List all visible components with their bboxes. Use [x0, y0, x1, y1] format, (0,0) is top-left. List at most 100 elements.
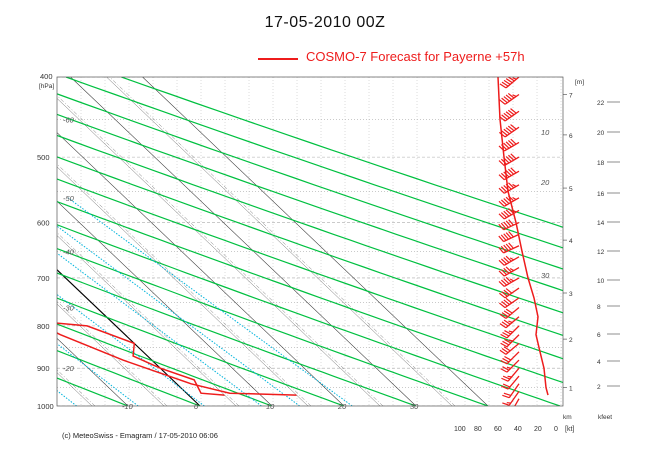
mixing-ratio-line	[0, 198, 19, 406]
wind-barb-feather	[508, 195, 515, 202]
height-tick-label-m: 1	[569, 386, 573, 393]
wind-barb-feather	[505, 196, 512, 203]
dry-adiabat-line	[57, 156, 563, 337]
wind-barb-feather	[500, 269, 508, 276]
wind-barb-feather	[506, 366, 511, 369]
wind-barb-feather	[500, 258, 508, 265]
wind-barb-staff	[506, 351, 520, 365]
isotherm-label-left: -30	[63, 303, 75, 312]
temperature-tick-label: -10	[122, 402, 134, 411]
wind-barb-feather	[503, 257, 510, 264]
pressure-tick-label: 1000	[37, 402, 54, 411]
chart-title: 17-05-2010 00Z	[264, 14, 386, 31]
wind-barb-feather	[503, 267, 510, 274]
height-tick-label-kfeet: 4	[597, 359, 601, 366]
height-tick-label-kfeet: 18	[597, 160, 605, 167]
wind-barb-feather	[501, 385, 509, 390]
adiabat-label: 30	[541, 271, 550, 280]
wind-barb-feather	[505, 209, 512, 216]
wind-barb-feather	[505, 156, 512, 162]
dry-adiabat-line	[57, 93, 563, 270]
wind-barb-feather	[505, 266, 512, 273]
mixing-ratio-line	[57, 293, 205, 406]
wind-barb-feather	[505, 297, 513, 304]
wind-barb-feather	[498, 213, 505, 220]
moist-adiabat-line	[57, 95, 384, 406]
wind-barb-staff	[503, 197, 520, 207]
wind-barb-feather	[512, 209, 517, 213]
wind-barb-feather	[507, 375, 512, 378]
wind-barb-feather	[508, 182, 515, 189]
dry-adiabat-line	[65, 77, 563, 249]
height-tick-label-kfeet: 10	[597, 278, 605, 285]
plot-frame	[56, 76, 564, 407]
wind-barb-feather	[503, 392, 512, 397]
wind-barb-feather	[512, 183, 517, 187]
wind-barb-feather	[500, 186, 508, 193]
height-tick-label-kfeet: 2	[597, 384, 601, 391]
wind-barb-feather	[500, 359, 508, 365]
wind-barb-feather	[507, 92, 515, 99]
wind-barb-feather	[501, 301, 508, 307]
wind-barb-feather	[502, 383, 511, 388]
wind-axis-km-label: km	[563, 414, 572, 421]
wind-barb-staff	[503, 245, 520, 254]
pressure-tick-label: 400	[40, 72, 53, 81]
wind-barb-feather	[512, 94, 517, 98]
plot-area	[0, 77, 563, 406]
wind-barb-feather	[507, 125, 515, 132]
wind-barb-staff	[514, 398, 520, 406]
wind-barb-feather	[503, 310, 511, 316]
wind-barb-feather	[505, 111, 513, 117]
wind-barb-feather	[504, 338, 512, 344]
wind-barb-staff	[505, 316, 520, 329]
mixing-ratio-line	[57, 252, 262, 406]
dry-adiabat-line	[57, 224, 561, 406]
footer-credit: (c) MeteoSwiss - Emagram / 17-05-2010 06…	[62, 431, 218, 440]
wind-barb-feather	[508, 339, 513, 342]
isotherm-line	[57, 303, 165, 406]
wind-barb-feather	[498, 270, 505, 277]
wind-barb-staff	[506, 325, 520, 339]
wind-barb-feather	[498, 247, 505, 254]
wind-barb-feather	[503, 79, 511, 85]
wind-axis-tick-label: 0	[554, 426, 558, 433]
dry-adiabat-line	[0, 77, 56, 406]
dewpoint-line	[57, 322, 225, 396]
wind-barb-feather	[505, 276, 512, 283]
wind-barb-feather	[501, 312, 509, 318]
wind-barb-staff	[504, 126, 520, 138]
isotherm-label-left: -60	[63, 115, 75, 124]
wind-barb-feather	[498, 280, 505, 287]
isotherm-label-left: -20	[63, 364, 75, 373]
wind-barb-staff	[504, 110, 520, 122]
wind-barb-feather	[505, 170, 512, 177]
pressure-tick-label: 500	[37, 153, 50, 162]
pressure-unit-label: [hPa]	[39, 83, 54, 90]
wind-barb-feather	[503, 289, 510, 296]
wind-barb-feather	[510, 108, 517, 114]
wind-axis-tick-label: 80	[474, 426, 482, 433]
dry-adiabat-line	[57, 349, 201, 406]
wind-barb-feather	[500, 212, 508, 218]
wind-barb-feather	[505, 288, 513, 294]
height-tick-label-m: 7	[569, 93, 573, 100]
wind-barb-feather	[498, 200, 505, 207]
wind-axis-tick-label: 40	[514, 426, 522, 433]
wind-barb-feather	[505, 243, 512, 250]
wind-barb-feather	[504, 330, 512, 335]
wind-barb-feather	[500, 279, 508, 286]
wind-barb-feather	[505, 183, 512, 190]
wind-barb-feather	[509, 278, 514, 282]
wind-barb-feather	[510, 153, 517, 160]
wind-barb-feather	[503, 221, 509, 228]
wind-barb-feather	[501, 321, 509, 327]
mixing-ratio-line	[67, 197, 353, 406]
wind-barb-staff	[504, 93, 520, 105]
wind-barb-feather	[503, 128, 510, 135]
dry-adiabat-line	[57, 272, 417, 406]
wind-barb-feather	[500, 342, 508, 348]
wind-barb-feather	[503, 210, 510, 217]
wind-barb-feather	[501, 291, 508, 297]
